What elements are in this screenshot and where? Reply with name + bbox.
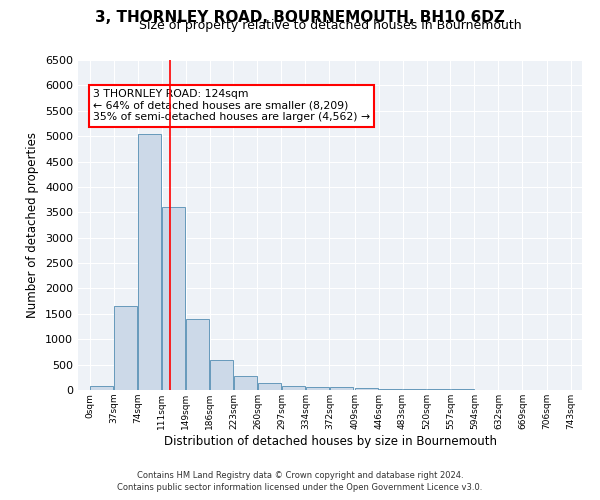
- Title: Size of property relative to detached houses in Bournemouth: Size of property relative to detached ho…: [139, 20, 521, 32]
- Bar: [305, 387, 329, 390]
- Text: Contains HM Land Registry data © Crown copyright and database right 2024.
Contai: Contains HM Land Registry data © Crown c…: [118, 471, 482, 492]
- Bar: [138, 134, 161, 390]
- Y-axis label: Number of detached properties: Number of detached properties: [26, 132, 40, 318]
- Bar: [355, 388, 379, 390]
- Bar: [403, 389, 427, 390]
- Text: 3 THORNLEY ROAD: 124sqm
← 64% of detached houses are smaller (8,209)
35% of semi: 3 THORNLEY ROAD: 124sqm ← 64% of detache…: [93, 89, 370, 122]
- Bar: [209, 360, 233, 390]
- Text: 3, THORNLEY ROAD, BOURNEMOUTH, BH10 6DZ: 3, THORNLEY ROAD, BOURNEMOUTH, BH10 6DZ: [95, 10, 505, 25]
- Bar: [114, 306, 137, 390]
- Bar: [329, 388, 353, 390]
- Bar: [379, 389, 403, 390]
- Bar: [281, 386, 305, 390]
- Bar: [162, 207, 185, 390]
- Bar: [90, 386, 113, 390]
- X-axis label: Distribution of detached houses by size in Bournemouth: Distribution of detached houses by size …: [163, 434, 497, 448]
- Bar: [185, 320, 209, 390]
- Bar: [257, 383, 281, 390]
- Bar: [233, 376, 257, 390]
